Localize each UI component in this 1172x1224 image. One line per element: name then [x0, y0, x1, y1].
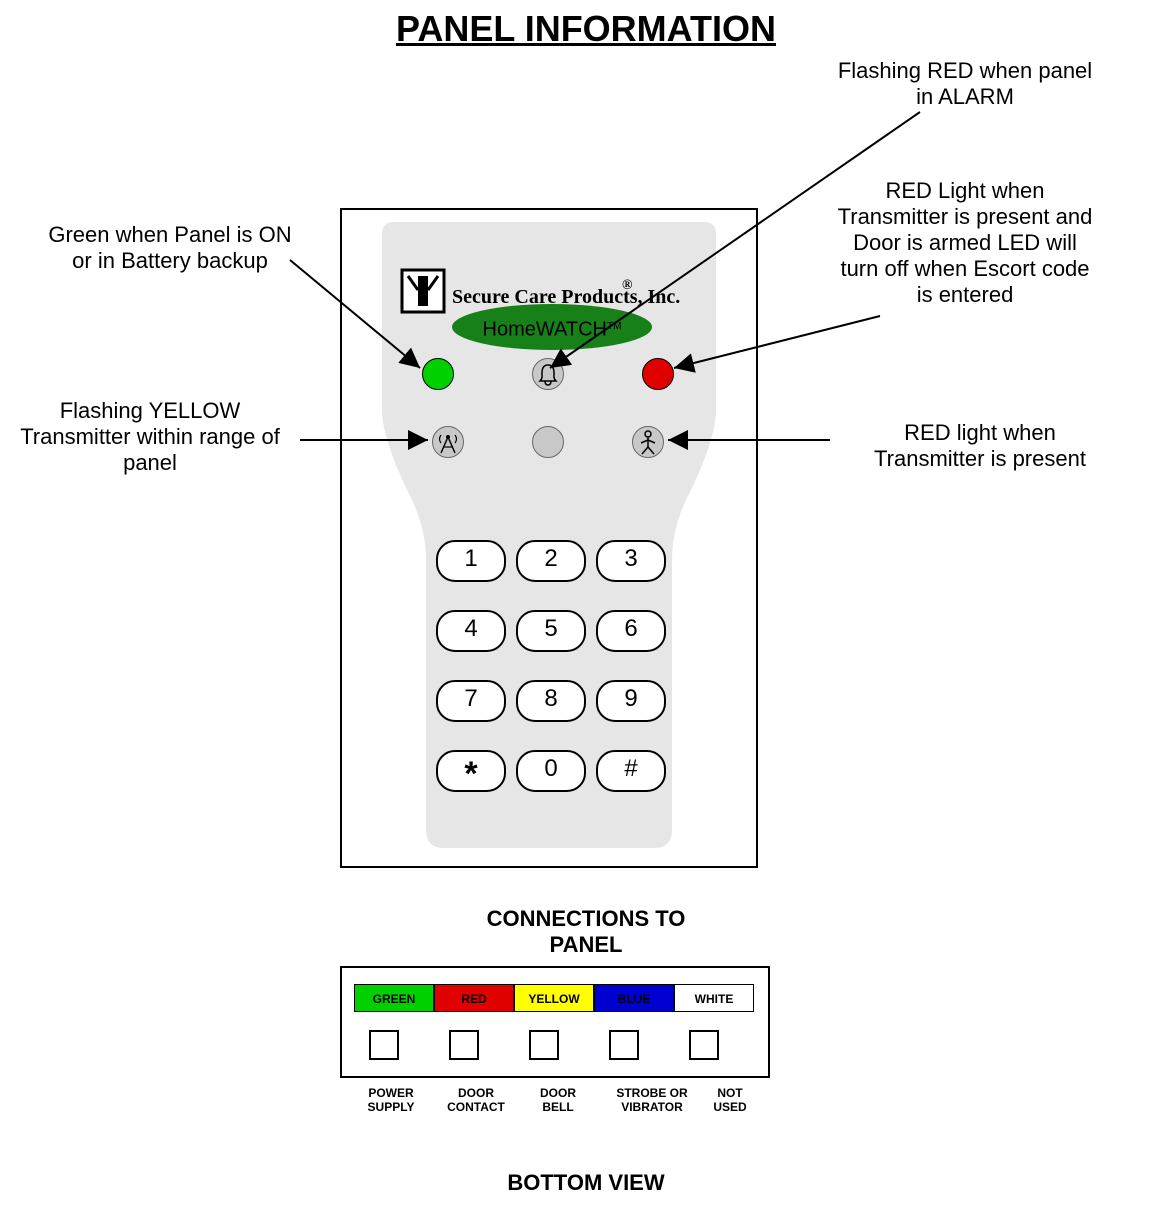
key-1[interactable]: 1 [436, 540, 506, 582]
registered-mark: ® [622, 278, 632, 294]
bell-icon-circle [532, 358, 564, 390]
port-0 [369, 1030, 399, 1060]
color-yellow: YELLOW [514, 984, 594, 1012]
color-blue: BLUE [594, 984, 674, 1012]
antenna-icon-circle [432, 426, 464, 458]
connections-title-1: CONNECTIONS TO [0, 906, 1172, 932]
connections-box: GREENREDYELLOWBLUEWHITE [340, 966, 770, 1078]
key-*[interactable]: * [436, 750, 506, 792]
connections-title-2: PANEL [0, 932, 1172, 958]
color-row: GREENREDYELLOWBLUEWHITE [354, 984, 754, 1012]
label-green-on: Green when Panel is ONor in Battery back… [20, 222, 320, 274]
logo-icon [400, 268, 446, 314]
port-label-3: STROBE ORVIBRATOR [602, 1086, 702, 1114]
port-1 [449, 1030, 479, 1060]
bell-icon [533, 359, 563, 389]
key-#[interactable]: # [596, 750, 666, 792]
port-3 [609, 1030, 639, 1060]
port-label-1: DOORCONTACT [436, 1086, 516, 1114]
key-2[interactable]: 2 [516, 540, 586, 582]
key-6[interactable]: 6 [596, 610, 666, 652]
badge-tm: TM [607, 321, 621, 332]
color-green: GREEN [354, 984, 434, 1012]
page-title: PANEL INFORMATION [0, 8, 1172, 50]
key-0[interactable]: 0 [516, 750, 586, 792]
antenna-icon [433, 427, 463, 457]
color-red: RED [434, 984, 514, 1012]
person-icon [633, 427, 663, 457]
label-flash-yellow: Flashing YELLOWTransmitter within range … [0, 398, 300, 476]
key-4[interactable]: 4 [436, 610, 506, 652]
key-7[interactable]: 7 [436, 680, 506, 722]
center-dot [532, 426, 564, 458]
port-2 [529, 1030, 559, 1060]
port-4 [689, 1030, 719, 1060]
key-3[interactable]: 3 [596, 540, 666, 582]
port-label-0: POWERSUPPLY [356, 1086, 426, 1114]
person-icon-circle [632, 426, 664, 458]
port-label-4: NOTUSED [700, 1086, 760, 1114]
label-red-tx-door: RED Light whenTransmitter is present and… [790, 178, 1140, 308]
panel-outer: Secure Care Products, Inc. ® HomeWATCHTM [340, 208, 758, 868]
led-red [642, 358, 674, 390]
key-5[interactable]: 5 [516, 610, 586, 652]
label-flash-red: Flashing RED when panelin ALARM [790, 58, 1140, 110]
key-8[interactable]: 8 [516, 680, 586, 722]
key-9[interactable]: 9 [596, 680, 666, 722]
label-red-tx-present: RED light whenTransmitter is present [830, 420, 1130, 472]
led-green [422, 358, 454, 390]
port-label-2: DOORBELL [528, 1086, 588, 1114]
badge-text: HomeWATCH [483, 318, 607, 340]
homewatch-badge: HomeWATCHTM [452, 304, 652, 350]
color-white: WHITE [674, 984, 754, 1012]
bottom-view-label: BOTTOM VIEW [0, 1170, 1172, 1196]
